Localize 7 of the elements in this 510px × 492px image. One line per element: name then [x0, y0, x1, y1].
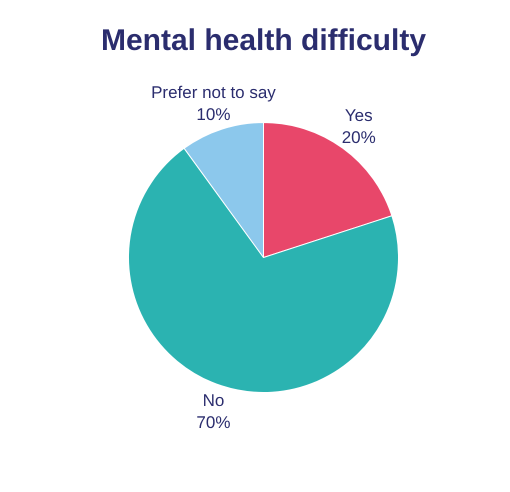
slice-label: No [202, 391, 224, 410]
slice-label: Prefer not to say [151, 82, 276, 102]
data-label: 10% [196, 104, 230, 124]
data-label: 20% [342, 128, 376, 147]
chart-title: Mental health difficulty [100, 24, 426, 57]
slice-label: Yes [344, 106, 373, 125]
data-label: 70% [196, 413, 230, 432]
